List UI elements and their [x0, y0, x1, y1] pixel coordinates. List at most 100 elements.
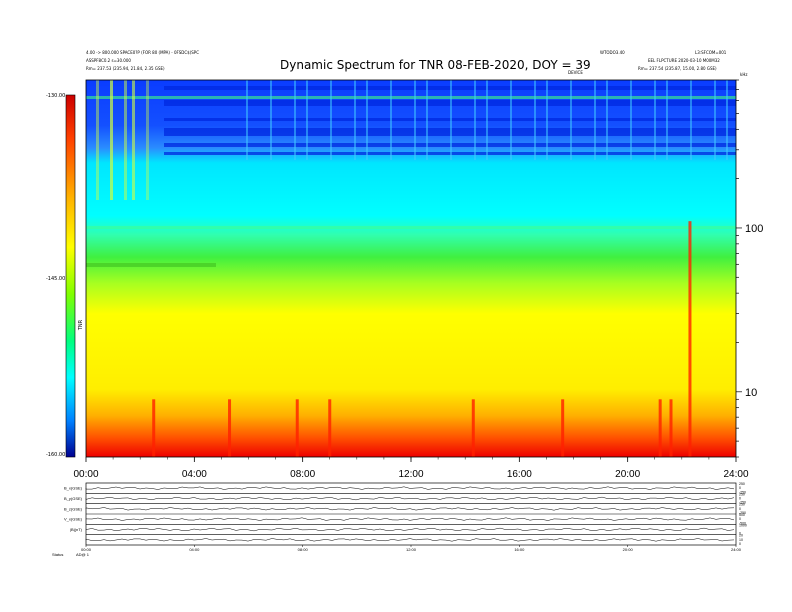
aux-label: B_x(GSE) [64, 486, 83, 491]
burst-1 [228, 399, 232, 457]
x-tick-label: 00:00 [73, 469, 98, 480]
aux-trace [85, 507, 735, 511]
colorbar-tick-top: -130.00 [46, 93, 66, 99]
aux-right-tick: 0 [739, 507, 741, 511]
early-streak-0 [96, 80, 99, 200]
blue-streak-1 [270, 80, 272, 160]
aux-right-tick: 0 [739, 497, 741, 501]
blue-streak-24 [726, 80, 728, 160]
spectrogram-texture [86, 80, 736, 267]
colorbar [65, 94, 76, 458]
aux-label: B_z(GSE) [64, 506, 83, 511]
blue-streak-21 [666, 80, 668, 160]
burst-2 [295, 399, 299, 457]
aux-right-tick: 1000 [739, 523, 747, 527]
aux-trace [85, 517, 735, 521]
aux-x-label: 12:00 [406, 547, 417, 552]
burst-6 [658, 399, 662, 457]
header-corner-unit: kHz [740, 72, 748, 77]
x-axis: 00:00 04:00 08:00 12:00 16:00 20:00 24:00 [73, 457, 749, 480]
aux-x-label: 24:00 [731, 547, 742, 552]
blue-streak-22 [690, 80, 692, 160]
aux-x-label: 04:00 [189, 547, 200, 552]
aux-footer: AD@ 1 [76, 552, 90, 557]
blue-streak-19 [630, 80, 632, 160]
aux-label: B_y(GSE) [64, 496, 83, 501]
x-tick-label: 04:00 [182, 469, 207, 480]
aux-x-label: 08:00 [298, 547, 309, 552]
y-tick-label: 100 [745, 223, 763, 235]
header-left-line2: ASSPF8C0.2 s=30.000 [86, 58, 131, 63]
aux-right-tick: 250 [739, 503, 745, 507]
blue-streak-14 [534, 80, 536, 160]
aux-label: V_x(GSE) [64, 517, 83, 522]
blue-streak-8 [414, 80, 416, 160]
aux-trace [85, 496, 735, 501]
aux-right-tick: 0 [739, 532, 741, 536]
aux-trace [85, 486, 735, 490]
header-right-line1: WTODO3.40 [600, 50, 625, 55]
blue-streak-17 [594, 80, 596, 160]
burst-0 [152, 399, 156, 457]
aux-panels: B_x(GSE)2500-250B_y(GSE)2500-250B_z(GSE)… [52, 482, 747, 557]
blue-streak-10 [450, 80, 452, 160]
blue-streak-5 [354, 80, 356, 160]
burst-group [152, 221, 692, 457]
aux-x-label: 20:00 [623, 547, 634, 552]
early-streak-4 [146, 80, 149, 200]
aux-right-tick: -250 [739, 511, 746, 515]
aux-right-tick: 250 [739, 492, 745, 496]
x-tick-label: 12:00 [398, 469, 423, 480]
band-line-mid [86, 226, 736, 229]
aux-right-tick: 0 [739, 542, 741, 546]
early-streak-3 [132, 80, 135, 200]
chart-title: Dynamic Spectrum for TNR 08-FEB-2020, DO… [280, 58, 591, 72]
blue-streak-15 [546, 80, 548, 160]
x-tick-label: 08:00 [290, 469, 315, 480]
aux-right-tick: 10 [739, 538, 743, 542]
blue-streak-20 [654, 80, 656, 160]
header-right-line3: EEL FLPCTURE 2020-03-10 M00M32 [648, 58, 720, 63]
band-line-top [86, 96, 736, 99]
aux-right-tick: 20 [739, 534, 743, 538]
blue-streak-13 [510, 80, 512, 160]
x-tick-label: 16:00 [507, 469, 532, 480]
blue-streak-3 [306, 80, 308, 160]
blue-streak-16 [570, 80, 572, 160]
header-mid-right: DEVICE [568, 70, 583, 75]
spectrogram-fill [86, 80, 736, 457]
aux-right-tick: 0 [739, 486, 741, 490]
aux-x-label: 16:00 [514, 547, 525, 552]
aux-right-tick: -250 [739, 490, 746, 494]
blue-streak-9 [426, 80, 428, 160]
blue-streak-0 [246, 80, 248, 160]
x-tick-label: 20:00 [615, 469, 640, 480]
aux-right-tick: -250 [739, 501, 746, 505]
burst-5 [561, 399, 565, 457]
blue-streak-23 [714, 80, 716, 160]
header-right-line2: L3:SFCOM=001 [695, 50, 727, 55]
aux-trace [85, 538, 735, 542]
header-left-line3: Rm= 237.53 (235.94, 21.84, 2.35 GSE) [86, 66, 165, 71]
y-axis: 100 10 [736, 79, 763, 458]
burst-7 [669, 399, 673, 457]
blue-streak-7 [390, 80, 392, 160]
blue-streak-2 [294, 80, 296, 160]
burst-8 [688, 221, 692, 457]
blue-streak-18 [606, 80, 608, 160]
band-line-green [86, 263, 216, 267]
blue-streak-4 [330, 80, 332, 160]
header-left-line1: 4.00 -> 800.000 SPACE0?P (FOR 80 (MPA) -… [86, 50, 199, 55]
aux-footer: Status [52, 552, 63, 557]
blue-streak-11 [474, 80, 476, 160]
burst-4 [471, 399, 475, 457]
aux-label: |B|(nT) [70, 527, 83, 532]
aux-right-tick: 0 [739, 517, 741, 521]
aux-trace [85, 527, 735, 532]
aux-x-label: 00:00 [81, 547, 92, 552]
aux-right-tick: 500 [739, 513, 745, 517]
header-right-line4: Rm= 237.54 (235.87, 15.00, 2.80 GSE) [638, 66, 717, 71]
burst-3 [328, 399, 332, 457]
aux-right-tick: -500 [739, 521, 746, 525]
